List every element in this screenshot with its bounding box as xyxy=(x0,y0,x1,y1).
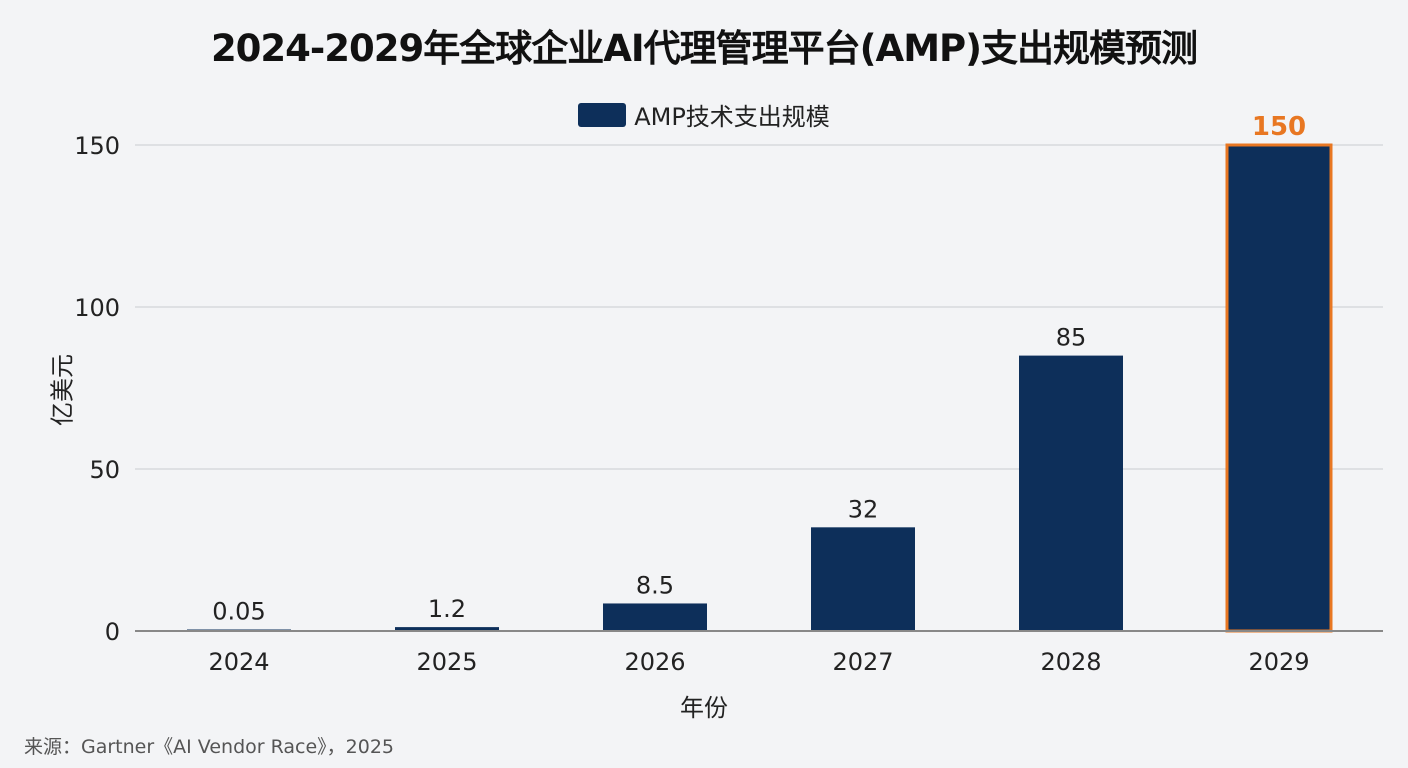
legend-swatch xyxy=(578,102,627,127)
x-tick-label: 2028 xyxy=(1040,648,1101,676)
bar-2028 xyxy=(1019,355,1123,631)
bar-2027 xyxy=(811,527,915,631)
y-tick-label: 0 xyxy=(105,618,120,646)
legend-label: AMP技术支出规模 xyxy=(634,103,830,131)
data-label-2027: 32 xyxy=(848,495,879,523)
legend: AMP技术支出规模 xyxy=(0,97,1408,132)
bar-2025 xyxy=(395,627,499,631)
x-tick-label: 2024 xyxy=(208,648,269,676)
y-tick-label: 50 xyxy=(89,456,120,484)
data-label-2024: 0.05 xyxy=(212,598,265,626)
x-tick-label: 2026 xyxy=(624,648,685,676)
x-tick-label: 2029 xyxy=(1248,648,1309,676)
bar-2026 xyxy=(603,603,707,631)
y-tick-label: 100 xyxy=(74,294,120,322)
x-tick-label: 2027 xyxy=(832,648,893,676)
source-note: 来源：Gartner《AI Vendor Race》，2025 xyxy=(24,736,395,758)
data-label-2028: 85 xyxy=(1056,324,1087,352)
bar-2029 xyxy=(1225,143,1333,633)
data-label-2025: 1.2 xyxy=(428,595,466,623)
y-tick-label: 150 xyxy=(74,132,120,160)
data-label-2026: 8.5 xyxy=(636,571,674,599)
x-tick-label: 2025 xyxy=(416,648,477,676)
x-axis-label: 年份 xyxy=(680,694,728,722)
chart-title: 2024-2029年全球企业AI代理管理平台(AMP)支出规模预测 xyxy=(210,27,1198,70)
data-label-2029: 150 xyxy=(1252,112,1306,142)
